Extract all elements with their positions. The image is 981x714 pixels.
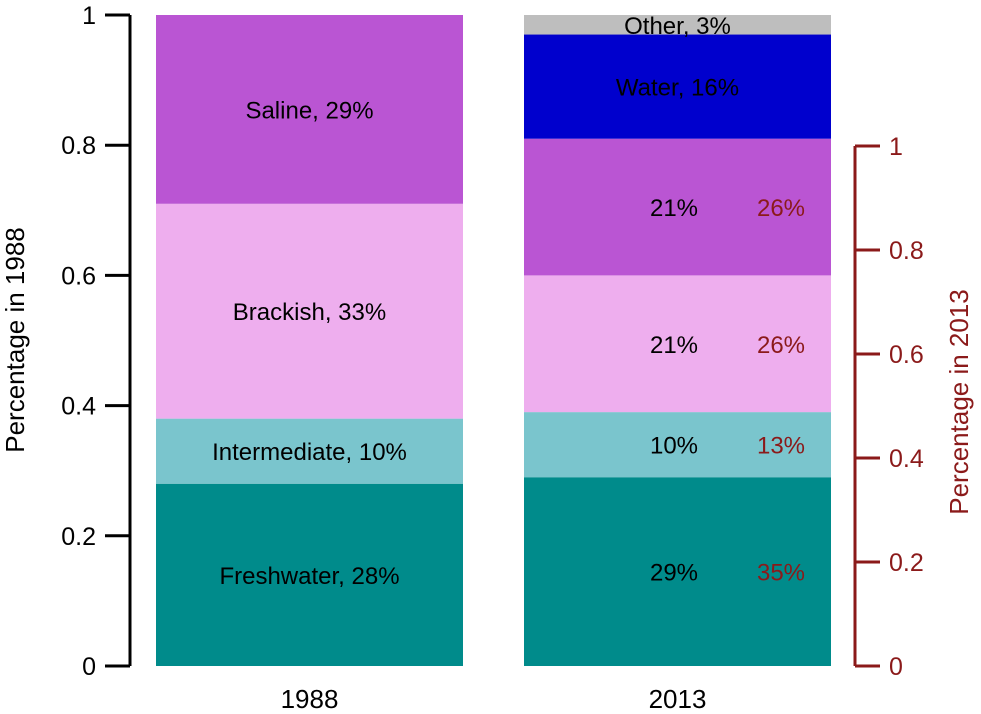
bar-2013-freshwater <box>524 477 831 666</box>
right-axis-tick-label: 0.8 <box>889 237 924 265</box>
category-label-2013: 2013 <box>649 684 707 714</box>
segment-label-2013-scale-saline: 26% <box>757 195 805 222</box>
category-label-1988: 1988 <box>281 684 339 714</box>
segment-label-2013-other: Other, 3% <box>624 13 731 40</box>
bar-2013-saline <box>524 138 831 276</box>
bar-2013-intermediate <box>524 412 831 478</box>
segment-label-2013-freshwater: 29% <box>650 560 698 587</box>
left-axis-tick-label: 0.8 <box>61 132 96 160</box>
left-axis-tick-label: 0.6 <box>61 262 96 290</box>
right-axis-tick-label: 0.2 <box>889 549 924 577</box>
right-axis-tick-label: 0.4 <box>889 445 924 473</box>
right-axis: 0 0.2 0.4 0.6 0.8 1 <box>853 133 924 681</box>
segment-label-2013-saline: 21% <box>650 195 698 222</box>
segment-label-1988-intermediate: Intermediate, 10% <box>212 439 407 466</box>
segment-label-2013-brackish: 21% <box>650 332 698 359</box>
right-axis-tick-label: 0 <box>889 653 903 681</box>
segment-label-2013-scale-intermediate: 13% <box>757 433 805 460</box>
bar-1988-brackish <box>156 203 463 419</box>
segment-label-1988-brackish: Brackish, 33% <box>233 299 386 326</box>
segment-label-2013-scale-freshwater: 35% <box>757 560 805 587</box>
bar-2013-water <box>524 34 831 139</box>
bar-1988-freshwater <box>156 483 463 666</box>
right-axis-title: Percentage in 2013 <box>944 289 974 515</box>
bar-1988-intermediate <box>156 418 463 484</box>
right-axis-tick-label: 1 <box>889 133 903 161</box>
segment-label-2013-water: Water, 16% <box>616 75 739 102</box>
left-axis-tick-label: 0.2 <box>61 523 96 551</box>
bar-2013-other <box>524 15 831 35</box>
left-axis-title: Percentage in 1988 <box>0 227 30 453</box>
segment-label-1988-saline: Saline, 29% <box>245 97 373 124</box>
segment-label-2013-scale-brackish: 26% <box>757 332 805 359</box>
left-axis: 0 0.2 0.4 0.6 0.8 1 <box>61 2 132 681</box>
segment-label-1988-freshwater: Freshwater, 28% <box>219 563 399 590</box>
left-axis-tick-label: 0 <box>82 653 96 681</box>
left-axis-tick-label: 1 <box>82 2 96 30</box>
right-axis-tick-label: 0.6 <box>889 341 924 369</box>
segment-label-2013-intermediate: 10% <box>650 433 698 460</box>
bars-layer: Freshwater, 28% Intermediate, 10% Brackish… <box>156 13 831 666</box>
category-labels: 1988 2013 <box>281 684 707 714</box>
bar-2013-brackish <box>524 275 831 413</box>
left-axis-tick-label: 0.4 <box>61 393 96 421</box>
bar-1988-saline <box>156 15 463 204</box>
